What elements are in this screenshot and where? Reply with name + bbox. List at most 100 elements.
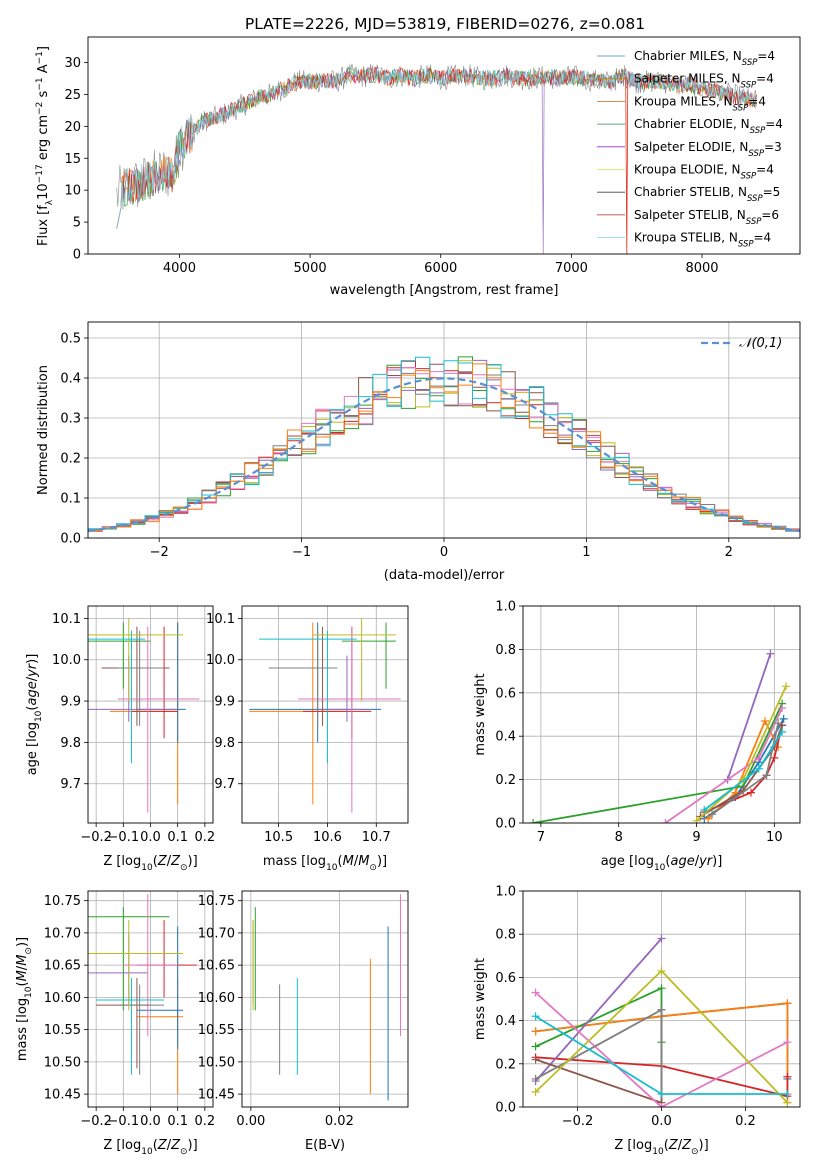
- label-part: 10: [141, 1147, 153, 1157]
- y-tick-label: 9.9: [60, 695, 81, 710]
- label-part: /: [167, 854, 172, 869]
- x-tick-label: 0: [440, 545, 448, 560]
- x-tick-label: 0.0: [140, 1114, 161, 1129]
- data-point: [657, 1103, 666, 1107]
- y-axis-label: mass weight: [473, 958, 488, 1040]
- data-point: [783, 1090, 792, 1099]
- errorbar: [136, 920, 197, 998]
- series-line: [726, 653, 772, 780]
- y-tick-label: 10.0: [52, 653, 81, 668]
- label-part: −2: [35, 102, 45, 115]
- axes-frame: [241, 605, 409, 824]
- legend-label: Chabrier STELIB, NSSP=5: [634, 185, 780, 204]
- label-part: yr: [25, 662, 40, 678]
- y-tick-label: 10.75: [44, 894, 81, 909]
- x-axis-label: Z [log10(Z/Z⊙)]: [103, 854, 197, 873]
- legend-text: Salpeter STELIB, N: [634, 208, 746, 222]
- data-point: [766, 649, 775, 658]
- x-axis-label: age [log10(age/yr)]: [601, 854, 723, 873]
- data-point: [531, 1027, 540, 1036]
- x-tick-label: 0.0: [140, 830, 161, 845]
- errorbar: [117, 626, 200, 813]
- errorbar: [268, 630, 338, 726]
- label-part: Z: [668, 1138, 679, 1153]
- x-axis-label: Z [log10(Z/Z⊙)]: [614, 1138, 708, 1157]
- x-tick-label: −0.1: [108, 1114, 140, 1129]
- x-tick-label: 0.00: [236, 1114, 265, 1129]
- x-tick-label: 0.1: [167, 830, 188, 845]
- errorbar: [317, 655, 367, 722]
- legend-text: Chabrier ELODIE, N: [634, 117, 750, 131]
- x-axis-label: wavelength [Angstrom, rest frame]: [330, 283, 559, 298]
- errorbar: [88, 622, 151, 689]
- panel-spectrum: 4000 5000 6000 7000 8000 0 5 10 15 20 25 30 Chabrier…: [35, 36, 801, 298]
- legend-label: Chabrier MILES, NSSP=4: [634, 49, 775, 68]
- legend: 𝒩(0,1): [701, 336, 782, 351]
- x-tick-label: 7: [537, 830, 545, 845]
- x-axis-label: mass [log10(M/M⊙)]: [263, 854, 387, 873]
- label-part: −17: [35, 164, 45, 183]
- y-tick-label: 9.7: [214, 777, 235, 792]
- label-part: )]: [377, 854, 387, 869]
- plot-area: [88, 894, 197, 1095]
- series-line: [532, 703, 783, 823]
- label-part: 10: [36, 183, 51, 200]
- data-point: [760, 717, 769, 726]
- errorbar: [88, 618, 184, 702]
- legend-sub: SSP: [738, 240, 754, 250]
- axes-frame: [241, 890, 409, 1108]
- legend-text: Kroupa ELODIE, N: [634, 163, 741, 177]
- errorbar: [312, 618, 396, 702]
- label-part: Z: [681, 1138, 692, 1153]
- histogram-step: [88, 363, 800, 532]
- legend-sub: SSP: [741, 81, 757, 91]
- y-tick-label: 1.0: [495, 885, 516, 900]
- y-tick-label: 0.2: [495, 1057, 516, 1072]
- legend-tail: =4: [765, 117, 783, 131]
- x-tick-label: 8: [615, 830, 623, 845]
- y-tick-label: 15: [64, 152, 81, 167]
- data-point: [531, 1055, 540, 1064]
- label-part: (: [665, 854, 670, 869]
- y-tick-label: 0.4: [495, 1014, 516, 1029]
- data-point: [657, 984, 666, 993]
- series: [531, 1012, 792, 1099]
- label-part: Z: [170, 854, 181, 869]
- label-part: age: [25, 681, 40, 705]
- x-tick-label: 10: [766, 830, 783, 845]
- y-tick-label: 10.45: [44, 1088, 81, 1103]
- x-tick-label: −2: [150, 545, 169, 560]
- x-tick-label: 10.7: [362, 830, 391, 845]
- data-point: [783, 1098, 792, 1107]
- label-part: s: [36, 90, 51, 101]
- y-tick-label: 10.0: [206, 653, 235, 668]
- y-axis-label: age [log10(age/yr)]: [25, 654, 44, 776]
- errorbar: [131, 626, 178, 739]
- legend-text: Salpeter ELODIE, N: [634, 140, 748, 154]
- errorbar: [136, 622, 186, 743]
- label-part: /: [678, 1138, 683, 1153]
- y-tick-label: 9.7: [60, 777, 81, 792]
- label-part: ⊙: [24, 947, 34, 955]
- legend-label: Chabrier ELODIE, NSSP=4: [634, 117, 783, 136]
- series-line: [534, 991, 788, 1107]
- errorbar: [249, 622, 347, 805]
- data-point: [692, 816, 701, 823]
- label-part: M: [15, 970, 30, 981]
- y-tick-label: 0.2: [495, 773, 516, 788]
- errorbar: [117, 630, 165, 726]
- x-tick-label: 10.6: [313, 830, 342, 845]
- data-point: [708, 810, 717, 819]
- data-point: [783, 1072, 792, 1081]
- label-part: mass [log: [263, 854, 326, 869]
- series-line: [535, 1056, 789, 1098]
- y-tick-label: 0.0: [60, 532, 81, 547]
- y-tick-label: 0.1: [60, 492, 81, 507]
- legend-tail: =4: [756, 72, 774, 86]
- data-point: [778, 703, 787, 712]
- label-part: 10: [326, 863, 338, 873]
- data-point: [754, 764, 763, 773]
- errorbar: [259, 630, 357, 764]
- data-point: [746, 788, 755, 797]
